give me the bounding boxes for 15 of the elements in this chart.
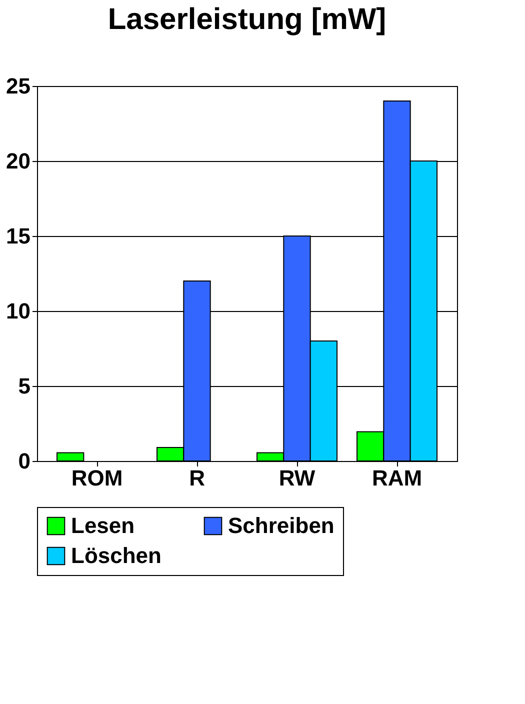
chart-title: Laserleistung [mW]: [108, 3, 386, 36]
y-tick-label: 0: [18, 448, 30, 474]
x-tick-label: RW: [278, 466, 316, 490]
x-tick-label: R: [189, 466, 206, 490]
legend-label: Löschen: [71, 543, 162, 568]
legend-label: Schreiben: [228, 513, 334, 538]
x-tick-label: RAM: [372, 466, 422, 490]
y-tick-label: 10: [6, 298, 30, 324]
y-tick-label: 15: [6, 224, 30, 248]
legend-label: Lesen: [71, 513, 135, 538]
bar: [56, 452, 84, 462]
y-tick-label: 20: [6, 148, 30, 174]
y-tick-label: 25: [6, 74, 30, 98]
x-tick-label: ROM: [71, 466, 123, 490]
y-tick-label: 5: [18, 374, 30, 398]
